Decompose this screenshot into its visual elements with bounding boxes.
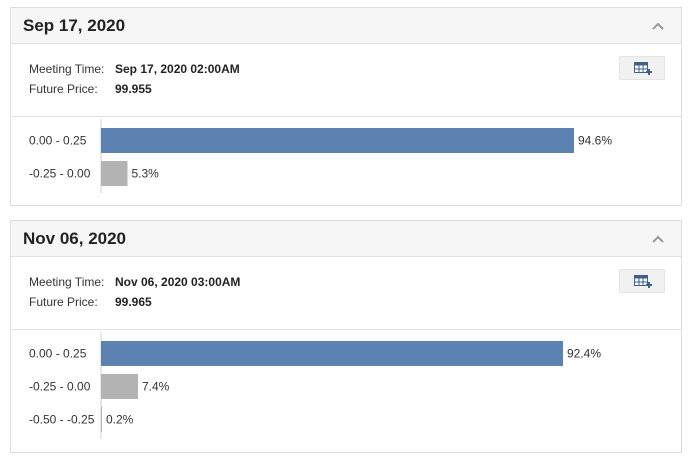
probability-bar[interactable] bbox=[101, 341, 563, 366]
future-price-value: 99.965 bbox=[115, 295, 152, 309]
category-label: -0.50 - -0.25 bbox=[29, 413, 95, 427]
meeting-date-title: Sep 17, 2020 bbox=[23, 16, 126, 35]
probability-bar[interactable] bbox=[101, 128, 574, 153]
category-label: -0.25 - 0.00 bbox=[29, 167, 91, 181]
meeting-time-value: Nov 06, 2020 03:00AM bbox=[115, 275, 241, 289]
export-table-button[interactable] bbox=[619, 56, 665, 80]
meeting-time-value: Sep 17, 2020 02:00AM bbox=[115, 62, 240, 76]
category-label: 0.00 - 0.25 bbox=[29, 134, 87, 148]
future-price-label: Future Price: bbox=[29, 295, 98, 309]
export-table-button[interactable] bbox=[619, 269, 665, 293]
panel-header[interactable]: Sep 17, 2020 bbox=[11, 8, 681, 44]
bar-value-label: 0.2% bbox=[106, 413, 134, 427]
probability-bar[interactable] bbox=[101, 374, 138, 399]
bar-value-label: 94.6% bbox=[578, 134, 612, 148]
probability-bar-chart: 0.00 - 0.25 92.4% -0.25 - 0.00 7.4% -0.50 - … bbox=[29, 332, 601, 439]
probability-chart: 0.00 - 0.25 92.4% -0.25 - 0.00 7.4% -0.50 - … bbox=[11, 330, 681, 452]
chevron-up-icon[interactable] bbox=[651, 234, 665, 244]
divider bbox=[11, 329, 681, 330]
future-price-label: Future Price: bbox=[29, 82, 98, 96]
bar-value-label: 7.4% bbox=[142, 380, 170, 394]
chevron-up-icon[interactable] bbox=[651, 21, 665, 31]
probability-bar-chart: 0.00 - 0.25 94.6% -0.25 - 0.00 5.3% bbox=[29, 119, 612, 193]
meeting-date-title: Nov 06, 2020 bbox=[23, 229, 127, 248]
meeting-panel-sep: Sep 17, 2020 Meeting Time: Sep 17, 2020 … bbox=[10, 7, 682, 206]
bar-value-label: 5.3% bbox=[132, 167, 160, 181]
table-export-icon bbox=[634, 62, 652, 75]
meeting-panel-nov: Nov 06, 2020 Meeting Time: Nov 06, 2020 … bbox=[10, 220, 682, 453]
meeting-time-label: Meeting Time: bbox=[29, 62, 105, 76]
panel-header[interactable]: Nov 06, 2020 bbox=[11, 221, 681, 257]
probability-bar[interactable] bbox=[101, 161, 128, 186]
category-label: -0.25 - 0.00 bbox=[29, 380, 91, 394]
bar-value-label: 92.4% bbox=[567, 347, 601, 361]
meeting-time-label: Meeting Time: bbox=[29, 275, 105, 289]
category-label: 0.00 - 0.25 bbox=[29, 347, 87, 361]
probability-chart: 0.00 - 0.25 94.6% -0.25 - 0.00 5.3% bbox=[11, 117, 681, 205]
divider bbox=[11, 116, 681, 117]
table-export-icon bbox=[634, 275, 652, 288]
probability-bar[interactable] bbox=[101, 407, 102, 432]
future-price-value: 99.955 bbox=[115, 82, 152, 96]
